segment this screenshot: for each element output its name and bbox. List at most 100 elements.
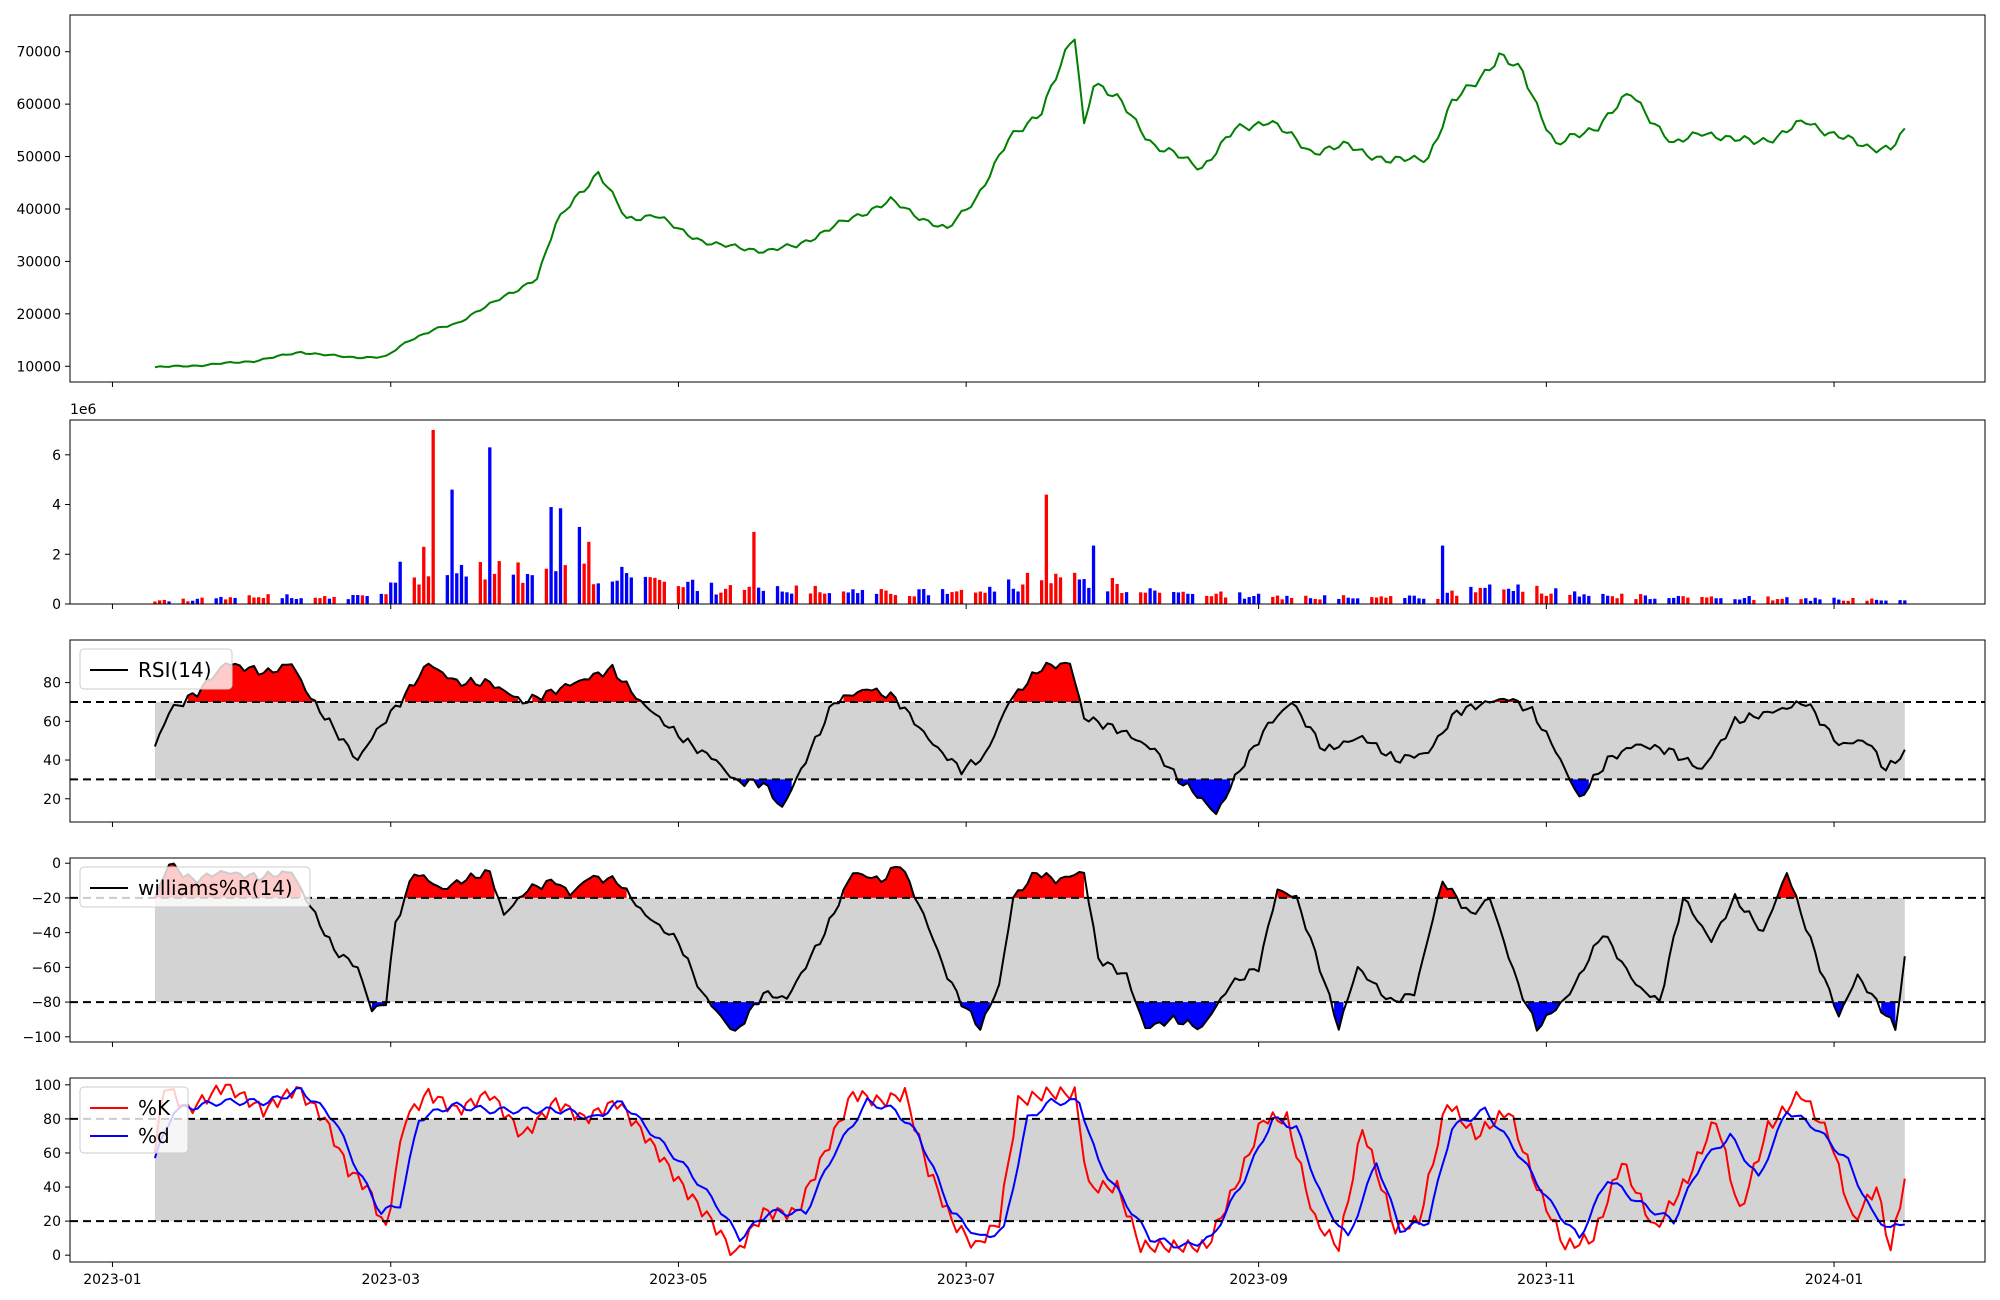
- volume-bar: [1190, 593, 1195, 604]
- volume-bar: [1771, 600, 1775, 604]
- volume-bar: [1025, 572, 1030, 604]
- volume-bar: [351, 594, 355, 604]
- volume-bar: [1879, 600, 1883, 604]
- volume-bar: [1667, 598, 1671, 604]
- volume-bar: [1813, 597, 1817, 604]
- volume-bar: [1804, 598, 1808, 604]
- volume-bar: [252, 597, 256, 604]
- volume-bar: [1412, 595, 1416, 604]
- volume-bar: [1686, 597, 1690, 604]
- volume-bar: [431, 429, 435, 604]
- oversold-fill: [1834, 1002, 1844, 1017]
- volume-bar: [1554, 588, 1558, 604]
- volume-bar: [709, 582, 714, 604]
- legend-label: williams%R(14): [138, 876, 293, 900]
- volume-bar: [856, 593, 860, 604]
- volume-bar: [181, 598, 185, 604]
- volume-bar: [714, 594, 718, 604]
- legend-label: %K: [138, 1096, 171, 1120]
- volume-bar: [629, 577, 633, 604]
- volume-bar: [1610, 596, 1615, 604]
- volume-bar: [1455, 595, 1459, 604]
- volume-bar: [426, 576, 431, 604]
- volume-bar: [214, 598, 218, 604]
- volume-bar: [686, 581, 690, 604]
- volume-bar: [1120, 593, 1124, 604]
- neutral-band: [154, 1118, 1905, 1222]
- volume-bar: [1313, 598, 1317, 604]
- overbought-fill: [518, 875, 627, 898]
- volume-bar: [1407, 595, 1412, 604]
- volume-bar: [1323, 595, 1327, 604]
- volume-bar: [389, 582, 393, 604]
- volume-bar: [162, 599, 166, 604]
- oversold-fill: [711, 1002, 759, 1031]
- overbought-fill: [843, 688, 896, 702]
- volume-bar: [780, 591, 784, 604]
- volume-bar: [157, 600, 162, 604]
- volume-bar: [610, 581, 615, 604]
- volume-bar: [1837, 599, 1841, 604]
- k-line: [153, 1083, 1906, 1257]
- volume-bar: [455, 573, 459, 604]
- volume-bar: [1705, 597, 1709, 604]
- volume-bar: [290, 598, 294, 604]
- volume-bar: [393, 582, 398, 604]
- volume-bar: [1106, 591, 1110, 604]
- volume-bar: [1719, 598, 1723, 604]
- volume-bar: [549, 507, 553, 604]
- volume-bar: [761, 590, 766, 604]
- stochastic-panel: 0 20 40 60 80 100 2023-01 2023-03 2023-05 2023-07…: [34, 1077, 1986, 1288]
- volume-bar: [841, 591, 846, 604]
- volume-bar: [261, 598, 266, 604]
- volume-bar: [285, 594, 289, 604]
- legend-label: %d: [138, 1124, 170, 1148]
- volume-bar: [912, 596, 916, 604]
- volume-bar: [1884, 600, 1888, 604]
- volume-bar: [445, 575, 449, 604]
- volume-bar: [186, 601, 190, 604]
- volume-bar: [657, 579, 662, 604]
- y-tick-label: 6: [52, 448, 61, 464]
- volume-bar: [1516, 584, 1520, 604]
- volume-bar: [1110, 578, 1115, 604]
- volume-bar: [563, 565, 567, 604]
- volume-bar: [917, 589, 921, 604]
- volume-bar: [384, 594, 388, 604]
- volume-bar: [398, 561, 402, 604]
- volume-bar: [511, 574, 516, 604]
- volume-bar: [846, 592, 850, 604]
- volume-bar: [1115, 583, 1119, 604]
- volume-bar: [1370, 597, 1374, 604]
- volume-bar: [1747, 596, 1751, 604]
- volume-bar: [851, 589, 855, 604]
- legend-box: [79, 1086, 189, 1154]
- volume-bar: [412, 577, 416, 604]
- volume-bar: [1082, 579, 1086, 604]
- legend-box: [79, 648, 233, 690]
- volume-bar: [808, 593, 813, 604]
- volume-bar: [1073, 572, 1077, 604]
- volume-bar: [1799, 599, 1803, 604]
- rsi-panel: 20 40 60 80 RSI(14): [43, 639, 1986, 827]
- d-line: [153, 1087, 1905, 1249]
- volume-bar: [1124, 592, 1129, 604]
- volume-bar: [1054, 573, 1058, 604]
- volume-bar: [690, 579, 695, 604]
- y-tick-label: 2: [52, 547, 61, 563]
- volume-bar: [973, 592, 978, 604]
- volume-bar: [884, 590, 888, 604]
- volume-bar: [889, 593, 893, 604]
- volume-bar: [1742, 598, 1747, 604]
- volume-bar: [992, 591, 997, 604]
- volume-bar: [893, 595, 898, 604]
- volume-bar: [624, 573, 629, 604]
- volume-bar: [747, 586, 751, 604]
- neutral-band: [154, 897, 1905, 1003]
- volume-bar: [591, 584, 596, 604]
- y-tick-label: 40000: [16, 202, 61, 218]
- volume-bar: [280, 598, 284, 604]
- volume-bar: [1181, 591, 1185, 604]
- volume-bar: [742, 589, 747, 604]
- volume-bar: [1285, 595, 1289, 604]
